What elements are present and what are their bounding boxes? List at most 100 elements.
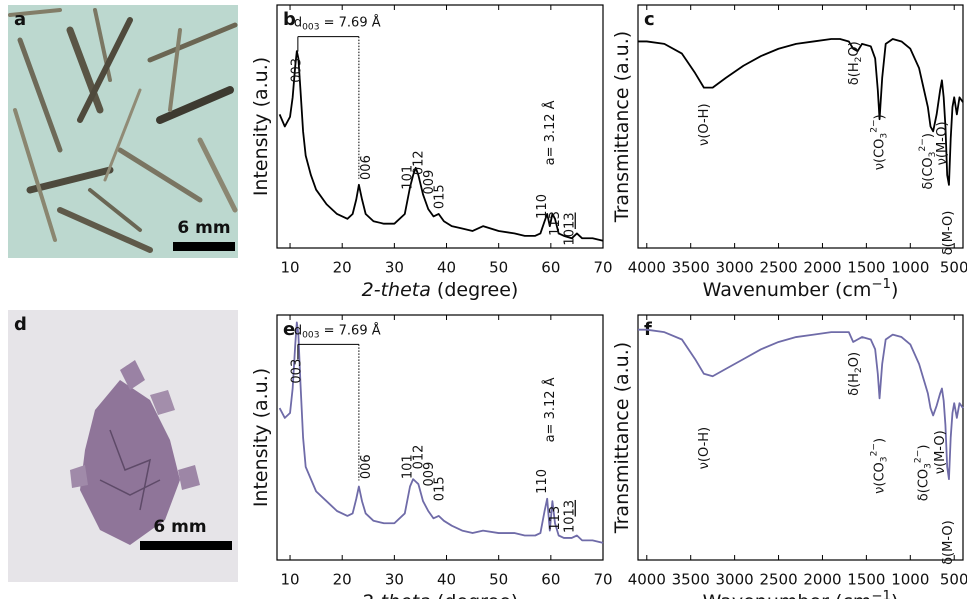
x-tick-label: 10 — [280, 259, 299, 277]
text-part: 10 — [562, 517, 577, 534]
annotation: δ(CO32−) — [913, 445, 933, 502]
text-part: 2 — [854, 367, 864, 373]
panel-label: c — [644, 9, 655, 30]
y-axis-title: Intensity (a.u.) — [250, 57, 272, 196]
text-part: 13 — [562, 212, 577, 229]
annotation: δ(M-O) — [941, 520, 956, 565]
scale-label: 6 mm — [153, 517, 206, 537]
y-axis-title: Intensity (a.u.) — [250, 368, 272, 507]
annotation: 009 — [421, 462, 436, 487]
annotation: δ(H2O) — [847, 41, 864, 85]
annotation: 003 — [289, 58, 304, 83]
x-tick-label: 70 — [593, 571, 612, 589]
photo-a: 6 mm a — [8, 5, 238, 258]
annotation: ν(M-O) — [933, 430, 948, 474]
text-part: 003 — [289, 58, 304, 83]
text-part: −1 — [871, 589, 891, 599]
plot-frame — [276, 4, 604, 249]
panel-label: b — [283, 9, 296, 30]
plot-frame — [637, 4, 964, 249]
text-part: d — [294, 15, 302, 30]
annotation: δ(CO32−) — [917, 133, 937, 190]
annotation: 1013 — [562, 212, 577, 245]
text-part: 113 — [548, 211, 563, 236]
text-part: 006 — [359, 155, 374, 180]
text-part: 009 — [421, 462, 436, 487]
text-part: ) — [891, 591, 898, 599]
text-part: ) — [916, 445, 931, 450]
x-tick-label: 70 — [593, 259, 612, 277]
x-axis-title: Wavenumber (cm−1) — [703, 277, 899, 301]
text-part: 10 — [562, 229, 577, 246]
annotation: ν(CO32−) — [869, 438, 889, 494]
bracket-label: d003 = 7.69 Å — [294, 14, 381, 32]
plot-frame — [276, 314, 604, 561]
text-part: ) — [891, 279, 898, 301]
annotation: 101 — [400, 454, 415, 479]
x-axis-title: 2-theta (degree) — [362, 591, 519, 599]
text-part: Wavenumber (cm — [703, 591, 872, 599]
x-tick-label: 1000 — [891, 571, 929, 589]
annotation: 101 — [400, 165, 415, 190]
x-tick-label: 30 — [385, 571, 404, 589]
text-part: δ(H — [847, 373, 862, 396]
text-part: δ(CO — [916, 469, 931, 501]
text-part: 003 — [302, 330, 320, 340]
text-part: 003 — [289, 359, 304, 384]
text-part: (degree) — [431, 591, 518, 599]
text-part: d — [294, 323, 302, 338]
text-part: Intensity (a.u.) — [250, 368, 272, 507]
text-part: 003 — [302, 22, 320, 32]
x-tick-label: 1000 — [891, 259, 929, 277]
x-tick-label: 3500 — [672, 571, 710, 589]
text-part: δ(M-O) — [941, 211, 956, 256]
data-line — [278, 321, 604, 544]
annotation: ν(O-H) — [696, 427, 711, 469]
annotation: 009 — [421, 170, 436, 195]
y-axis-title: Transmittance (a.u.) — [611, 31, 633, 223]
text-part: O) — [847, 352, 862, 367]
text-part: ) — [872, 114, 887, 119]
text-part: 009 — [421, 170, 436, 195]
annotation: 003 — [289, 359, 304, 384]
annotation: ν(O-H) — [696, 103, 711, 145]
text-part: 113 — [548, 506, 563, 531]
text-part: ν(M-O) — [933, 430, 948, 474]
x-axis-title: 2-theta (degree) — [362, 279, 519, 301]
text-part: −1 — [871, 277, 891, 292]
text-part: 012 — [411, 445, 426, 470]
x-tick-label: 30 — [385, 259, 404, 277]
text-part: ν(O-H) — [696, 427, 711, 469]
text-part: Intensity (a.u.) — [250, 57, 272, 196]
text-part: 3 — [923, 463, 933, 469]
x-tick-label: 3500 — [672, 259, 710, 277]
text-part: 110 — [534, 469, 549, 494]
flakes — [70, 360, 200, 545]
text-part: ν(M-O) — [934, 121, 949, 165]
text-part: O) — [847, 41, 862, 56]
x-tick-label: 500 — [940, 259, 967, 277]
text-part: 006 — [359, 454, 374, 479]
x-tick-label: 2500 — [759, 571, 797, 589]
text-part: 101 — [400, 454, 415, 479]
text-part: 2− — [869, 443, 879, 456]
plot-frame — [637, 314, 964, 561]
text-part: a= 3.12 Å — [541, 377, 557, 442]
x-tick-label: 3000 — [716, 259, 754, 277]
x-tick-label: 500 — [940, 571, 967, 589]
photo-d: 6 mm d — [8, 310, 238, 582]
panel-label: a — [14, 9, 26, 30]
annotation: 113 — [548, 211, 563, 236]
text-part: = 7.69 Å — [319, 322, 380, 338]
text-part: 110 — [534, 194, 549, 219]
x-tick-label: 1500 — [847, 259, 885, 277]
text-part: Transmittance (a.u.) — [611, 342, 633, 534]
y-axis-title: Transmittance (a.u.) — [611, 342, 633, 534]
x-tick-label: 50 — [489, 571, 508, 589]
text-part: a= 3.12 Å — [541, 100, 557, 165]
text-part: 2− — [917, 138, 927, 151]
text-part: 3 — [879, 456, 889, 462]
annotation: ν(M-O) — [934, 121, 949, 165]
text-part: 015 — [432, 476, 447, 501]
